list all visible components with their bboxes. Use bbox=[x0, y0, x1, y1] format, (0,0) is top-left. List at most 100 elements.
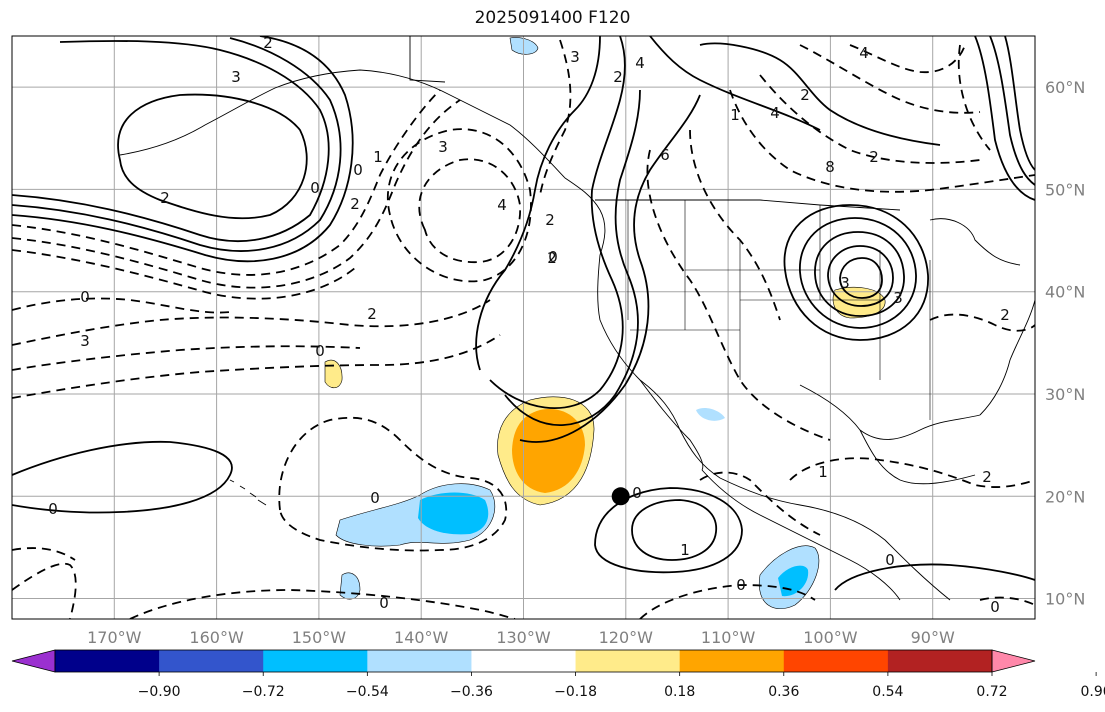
contour-positive bbox=[699, 42, 941, 146]
contour-label: 2 bbox=[160, 189, 170, 207]
colorbar-tick-label: 0.36 bbox=[768, 684, 799, 700]
contour-negative bbox=[639, 584, 816, 619]
contour-label: 2 bbox=[1000, 306, 1010, 324]
contour-negative bbox=[729, 89, 1035, 193]
contour-label: 2 bbox=[613, 68, 623, 86]
contour-positive bbox=[594, 487, 743, 574]
contour-negative bbox=[699, 471, 821, 536]
contour-negative bbox=[929, 313, 1035, 332]
contour-positive bbox=[12, 440, 233, 514]
contour-negative bbox=[12, 99, 461, 289]
colorbar-segment bbox=[783, 650, 889, 672]
contour-label: 1 bbox=[818, 463, 828, 481]
contour-label: 0 bbox=[353, 161, 363, 179]
contour-negative bbox=[689, 129, 781, 321]
colorbar-tick-label: 0.18 bbox=[664, 684, 695, 700]
contour-label: 1 bbox=[373, 148, 383, 166]
contour-label: 0 bbox=[315, 342, 325, 360]
positive-anomaly-small-1 bbox=[324, 359, 343, 389]
contour-positive bbox=[519, 94, 701, 443]
colorbar-extend-low bbox=[11, 649, 56, 673]
contour-negative bbox=[759, 74, 981, 164]
contour-positive bbox=[839, 257, 883, 299]
negative-anomaly-small-5 bbox=[696, 407, 725, 421]
contour-label: 2 bbox=[982, 468, 992, 486]
contour-label: 2 bbox=[263, 34, 273, 52]
negative-anomaly-strong bbox=[418, 492, 489, 535]
lon-tick-label: 90°W bbox=[911, 628, 955, 647]
colorbar-segment bbox=[55, 650, 160, 672]
colorbar-segment bbox=[159, 650, 264, 672]
shading-layer bbox=[324, 37, 886, 610]
contour-label: 4 bbox=[770, 104, 780, 122]
contour-label: 3 bbox=[438, 138, 448, 156]
contour-label: 0 bbox=[548, 248, 558, 266]
contour-label: 0 bbox=[48, 500, 58, 518]
contour-negative bbox=[849, 44, 966, 73]
colorbar-segment bbox=[679, 650, 785, 672]
east-coast bbox=[979, 299, 1035, 416]
contour-positive bbox=[12, 37, 342, 252]
colorbar-tick-label: 0.90 bbox=[1081, 684, 1105, 700]
contour-negative-layer bbox=[12, 39, 1035, 619]
colorbar-segment bbox=[471, 650, 577, 672]
lon-tick-label: 150°W bbox=[292, 628, 347, 647]
contour-positive bbox=[783, 204, 929, 341]
contour-label: 0 bbox=[310, 179, 320, 197]
contour-positive bbox=[834, 563, 1035, 591]
contour-negative bbox=[979, 596, 1035, 606]
contour-label: 0 bbox=[80, 288, 90, 306]
contour-label: 0 bbox=[885, 551, 895, 569]
contour-label: 2 bbox=[545, 211, 555, 229]
contour-label: 0 bbox=[990, 598, 1000, 616]
map-title: 2025091400 F120 bbox=[474, 8, 631, 28]
negative-anomaly-small-1 bbox=[339, 572, 361, 600]
contour-negative bbox=[789, 457, 1035, 488]
colorbar-tick-label: −0.36 bbox=[450, 684, 493, 700]
contour-positive bbox=[1004, 36, 1035, 171]
colorbar-segment bbox=[575, 650, 681, 672]
mexico-coast bbox=[701, 469, 901, 601]
lon-tick-label: 170°W bbox=[87, 628, 142, 647]
lat-tick-label: 40°N bbox=[1045, 283, 1085, 302]
contour-positive bbox=[631, 499, 717, 561]
contour-label: 0 bbox=[632, 484, 642, 502]
contour-negative bbox=[12, 562, 77, 619]
contour-label: 2 bbox=[869, 148, 879, 166]
colorbar-frame bbox=[54, 649, 993, 673]
colorbar-tick-label: 0.72 bbox=[976, 684, 1007, 700]
contour-negative bbox=[799, 44, 981, 114]
positive-anomaly-strong bbox=[512, 409, 585, 493]
contour-label: 2 bbox=[350, 195, 360, 213]
us-west-coast bbox=[597, 254, 951, 601]
colorbar-segment bbox=[887, 650, 993, 672]
hawaii-islands bbox=[229, 479, 267, 506]
longitude-labels: 170°W 160°W 150°W 140°W 130°W 120°W 110°W 100°W… bbox=[87, 628, 955, 647]
contour-label: 2 bbox=[800, 86, 810, 104]
contour-negative bbox=[12, 89, 441, 276]
colorbar-tick-label: −0.72 bbox=[242, 684, 285, 700]
contour-label: 4 bbox=[497, 196, 507, 214]
colorbar-tick-label: 0.54 bbox=[872, 684, 903, 700]
contour-negative bbox=[386, 128, 532, 283]
colorbar-tick-labels: −0.90 −0.72 −0.54 −0.36 −0.18 0.18 0.36 0.54 0.7… bbox=[138, 672, 1105, 700]
great-lakes bbox=[929, 218, 1021, 266]
contour-negative bbox=[12, 299, 491, 346]
lon-tick-label: 140°W bbox=[394, 628, 449, 647]
contour-label: 3 bbox=[231, 68, 241, 86]
colorbar-extend-high bbox=[991, 649, 1036, 673]
contour-positive bbox=[12, 36, 354, 263]
contour-negative bbox=[957, 44, 991, 151]
contour-positive bbox=[974, 36, 1035, 201]
contour-negative bbox=[646, 149, 831, 441]
contour-label: 6 bbox=[660, 146, 670, 164]
lon-tick-label: 100°W bbox=[803, 628, 858, 647]
contour-label: 3 bbox=[893, 289, 903, 307]
contour-label: 4 bbox=[635, 54, 645, 72]
colorbar-segment bbox=[367, 650, 472, 672]
alaska-coast bbox=[119, 69, 601, 211]
contour-label: 1 bbox=[680, 541, 690, 559]
contour-label: 3 bbox=[570, 48, 580, 66]
